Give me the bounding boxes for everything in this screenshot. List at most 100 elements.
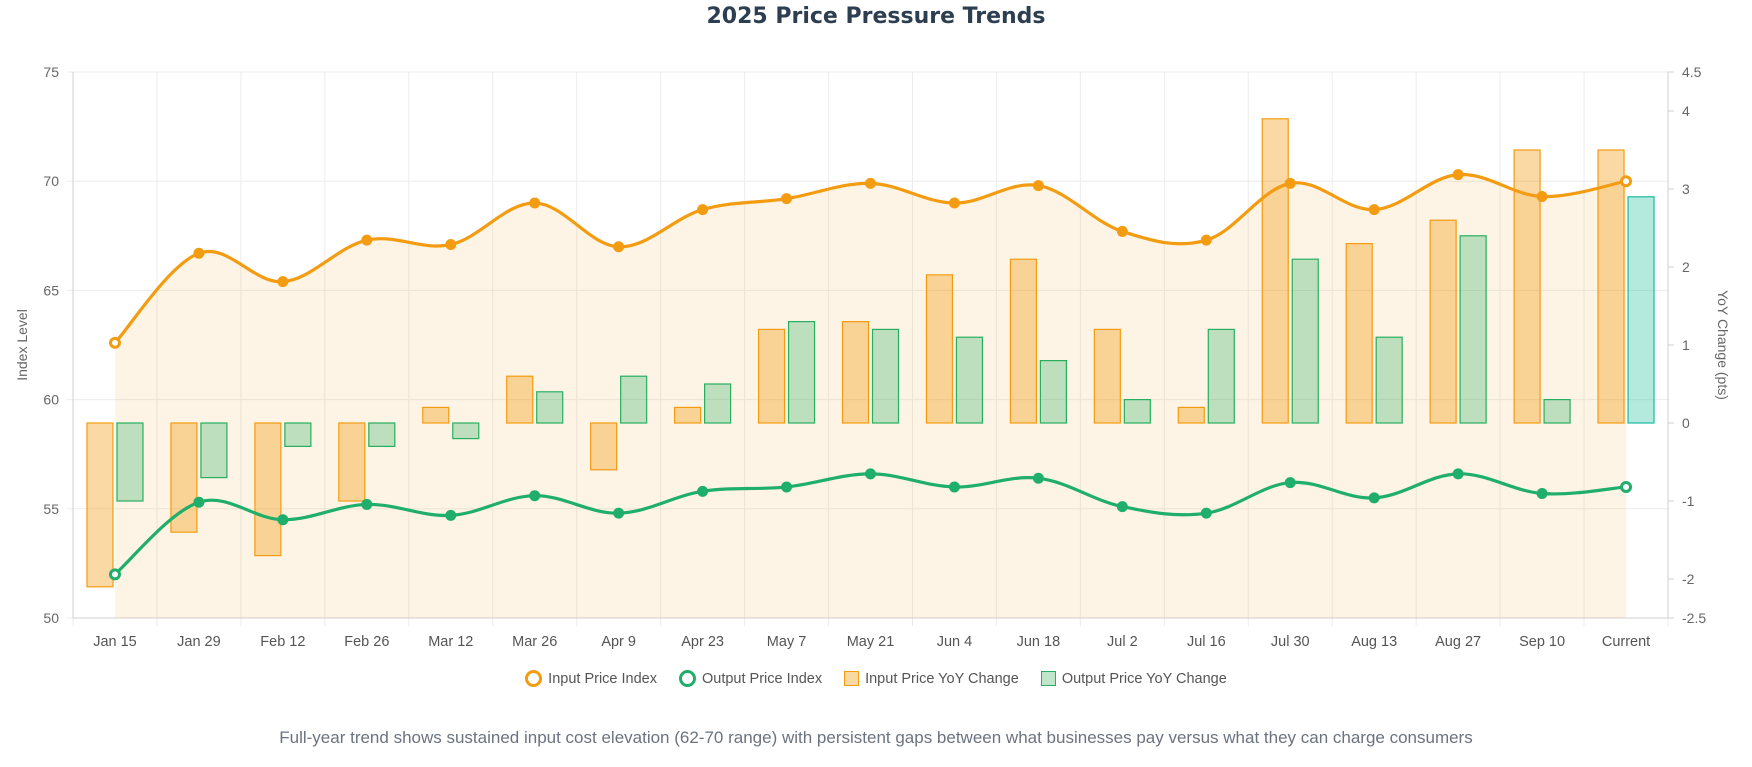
point-output-index (361, 498, 373, 510)
bar-output-yoy (1039, 360, 1067, 424)
bar-input-yoy (590, 422, 618, 471)
point-input-index (277, 276, 289, 288)
y-left-tick-label: 55 (43, 501, 59, 517)
point-input-index (108, 336, 121, 349)
bar-input-yoy (86, 422, 114, 588)
point-input-index (948, 197, 960, 209)
bar-input-yoy (757, 328, 786, 424)
x-tick-label: Mar 26 (512, 634, 557, 650)
point-input-index (1620, 175, 1633, 188)
y-right-tick-label: -1 (1682, 493, 1695, 509)
x-tick-label: Current (1602, 634, 1650, 650)
y-left-tick-label: 50 (43, 610, 59, 626)
bar-output-yoy (368, 422, 396, 447)
bar-output-yoy (116, 422, 144, 502)
bar-input-yoy (254, 422, 282, 557)
point-output-index (1200, 507, 1212, 519)
bar-input-yoy (841, 321, 870, 424)
point-output-index (697, 485, 709, 497)
legend-output-index[interactable]: Output Price Index (679, 670, 822, 687)
point-input-index (1116, 225, 1128, 237)
x-tick-label: Jul 16 (1187, 634, 1226, 650)
y-left-tick-label: 70 (43, 173, 59, 189)
bar-input-yoy (1009, 258, 1037, 424)
bar-output-yoy (1459, 235, 1487, 424)
y-left-tick-label: 75 (43, 64, 59, 80)
point-input-index (1368, 204, 1380, 216)
point-input-index (781, 193, 793, 205)
point-output-index (1116, 501, 1128, 513)
bar-input-yoy (1429, 219, 1457, 424)
point-output-index (1452, 468, 1464, 480)
x-tick-label: Jan 15 (93, 634, 137, 650)
bar-output-yoy (1375, 336, 1403, 424)
y-right-tick-label: -2.5 (1682, 610, 1706, 626)
bar-output-yoy (620, 375, 648, 424)
bar-output-yoy (787, 321, 816, 424)
point-output-index (948, 481, 960, 493)
x-tick-label: Mar 12 (428, 634, 473, 650)
legend-output-yoy[interactable]: Output Price YoY Change (1040, 670, 1227, 687)
point-input-index (361, 234, 373, 246)
x-tick-label: Jul 30 (1271, 634, 1310, 650)
point-input-index (1032, 180, 1044, 192)
chart-title: 2025 Price Pressure Trends (706, 4, 1046, 29)
bar-output-yoy (1207, 328, 1235, 424)
input-yoy-swatch-icon (844, 671, 860, 686)
legend-output-index-label: Output Price Index (702, 670, 823, 687)
x-tick-label: Jan 29 (177, 634, 221, 650)
output-index-swatch-icon (679, 670, 696, 687)
legend-input-yoy-label: Input Price YoY Change (865, 670, 1019, 687)
point-output-index (1368, 492, 1380, 504)
input-index-swatch-icon (525, 670, 543, 687)
x-tick-label: May 7 (767, 634, 807, 650)
bar-output-yoy (955, 336, 984, 424)
bar-input-yoy (338, 422, 366, 502)
point-input-index (1536, 190, 1548, 202)
y-right-tick-label: 4.5 (1682, 64, 1702, 80)
legend-input-index[interactable]: Input Price Index (525, 670, 657, 687)
y-right-tick-label: -2 (1682, 571, 1695, 587)
y-left-tick-label: 65 (43, 282, 59, 298)
point-input-index (1452, 169, 1464, 181)
y-left-tick-label: 60 (43, 392, 59, 408)
legend-output-yoy-label: Output Price YoY Change (1061, 670, 1227, 687)
point-input-index (529, 197, 541, 209)
point-output-index (445, 509, 457, 521)
output-yoy-swatch-icon (1040, 671, 1056, 686)
bar-output-yoy (1543, 399, 1571, 424)
bar-input-yoy (422, 406, 450, 424)
x-tick-label: Jun 4 (937, 634, 972, 650)
bar-output-yoy (1627, 196, 1655, 424)
bar-input-yoy (925, 274, 954, 424)
y-right-tick-label: 2 (1682, 259, 1690, 275)
point-input-index (445, 239, 457, 251)
point-output-index (1032, 472, 1044, 484)
bar-output-yoy (536, 391, 564, 424)
bar-output-yoy (1123, 399, 1151, 424)
x-tick-label: Feb 26 (344, 634, 389, 650)
x-tick-label: Apr 23 (681, 634, 724, 650)
bar-input-yoy (506, 375, 534, 424)
point-output-index (1536, 488, 1548, 500)
bar-input-yoy (1597, 149, 1625, 424)
x-tick-label: Aug 13 (1351, 634, 1397, 650)
point-output-index (613, 507, 625, 519)
point-input-index (1284, 177, 1296, 189)
point-input-index (193, 247, 205, 259)
point-output-index (865, 468, 876, 480)
point-output-index (1284, 477, 1296, 489)
bar-output-yoy (452, 422, 480, 440)
bar-input-yoy (674, 406, 702, 424)
point-input-index (613, 241, 625, 253)
bar-output-yoy (704, 383, 732, 424)
legend-input-yoy[interactable]: Input Price YoY Change (844, 671, 1019, 687)
x-tick-label: Feb 12 (260, 634, 305, 650)
point-output-index (781, 481, 793, 493)
point-output-index (108, 568, 121, 581)
point-input-index (697, 204, 709, 216)
chart-caption: Full-year trend shows sustained input co… (279, 728, 1473, 747)
x-tick-label: Jun 18 (1017, 634, 1061, 650)
point-output-index (193, 496, 205, 508)
